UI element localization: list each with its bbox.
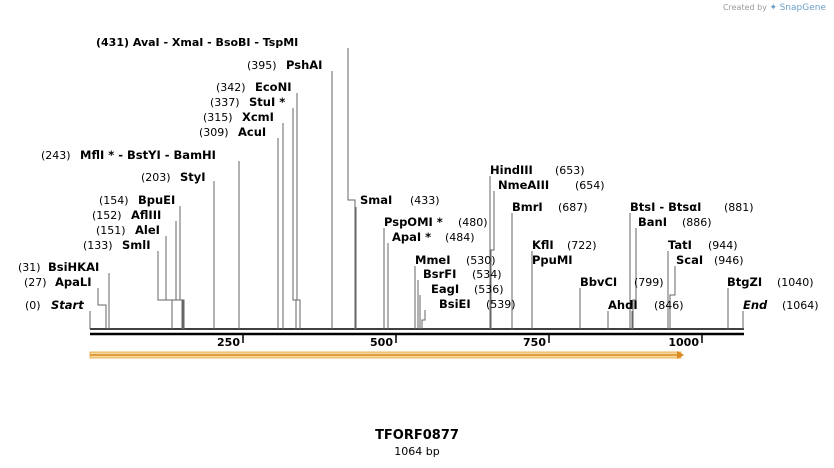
cut-line-bsiei xyxy=(421,310,426,329)
site-pos-722: (722) xyxy=(567,239,597,252)
site-pos-530: (530) xyxy=(466,254,496,267)
branding-created-by: Created by xyxy=(722,3,767,12)
site-pos-944: (944) xyxy=(708,239,738,252)
site-label-ahdi[interactable]: AhdI xyxy=(608,298,638,312)
start-pos: (0) xyxy=(25,299,41,312)
site-pos-484: (484) xyxy=(445,231,475,244)
site-label-hindiii[interactable]: HindIII xyxy=(490,163,533,177)
site-label-bmri[interactable]: BmrI xyxy=(512,200,543,214)
end-pos: (1064) xyxy=(782,299,819,312)
site-pos-534: (534) xyxy=(472,268,502,281)
site-label-mmei[interactable]: MmeI xyxy=(415,253,451,267)
ruler-tick-label: 750 xyxy=(523,336,546,349)
site-pos-151: (151) xyxy=(96,224,126,237)
site-label-bpuei[interactable]: BpuEI xyxy=(138,193,175,207)
site-pos-243: (243) xyxy=(41,149,71,162)
site-pos-881: (881) xyxy=(724,201,754,214)
cut-line-apali xyxy=(97,288,107,329)
site-pos-337: (337) xyxy=(210,96,240,109)
cut-line-econi xyxy=(296,93,301,329)
site-pos-653: (653) xyxy=(555,164,585,177)
site-pos-539: (539) xyxy=(486,298,516,311)
ruler-tick-label: 1000 xyxy=(668,336,699,349)
site-pos-342: (342) xyxy=(216,81,246,94)
site-label-bsiei[interactable]: BsiEI xyxy=(439,297,471,311)
site-label-stui[interactable]: StuI * xyxy=(249,95,285,109)
site-pos-799: (799) xyxy=(634,276,664,289)
site-pos-1040: (1040) xyxy=(777,276,814,289)
site-label-bsihkai[interactable]: BsiHKAI xyxy=(48,260,99,274)
site-pos-433: (433) xyxy=(410,194,440,207)
site-label-afliii[interactable]: AflIII xyxy=(131,208,161,222)
site-label-scai[interactable]: ScaI xyxy=(676,253,703,267)
site-pos-154: (154) xyxy=(99,194,129,207)
site-pos-309: (309) xyxy=(199,126,229,139)
site-label-smli[interactable]: SmlI xyxy=(122,238,151,252)
start-label: Start xyxy=(51,298,84,312)
site-label-apai[interactable]: ApaI * xyxy=(392,230,431,244)
site-label-apali[interactable]: ApaLI xyxy=(55,275,92,289)
orf-feature[interactable] xyxy=(89,351,684,359)
site-label-ppumi[interactable]: PpuMI xyxy=(532,253,573,267)
plasmid-length: 1064 bp xyxy=(394,445,440,458)
site-label-tati[interactable]: TatI xyxy=(668,238,692,252)
ruler-tick-label: 500 xyxy=(370,336,393,349)
site-label-eagi[interactable]: EagI xyxy=(431,282,459,296)
cut-line-alei xyxy=(165,236,183,329)
sequence-map: 250 500 750 1000 xyxy=(18,36,819,359)
site-label-bani[interactable]: BanI xyxy=(638,215,667,229)
cut-line-smli xyxy=(157,251,173,329)
site-label-kfli[interactable]: KflI xyxy=(532,238,554,252)
site-labels: (431) AvaI - XmaI - BsoBI - TspMI (395) … xyxy=(18,36,819,312)
site-label-styi[interactable]: StyI xyxy=(180,170,206,184)
ruler-tick-label: 250 xyxy=(217,336,240,349)
site-label-acui[interactable]: AcuI xyxy=(238,125,266,139)
site-pos-27: (27) xyxy=(24,276,47,289)
site-pos-395: (395) xyxy=(247,59,277,72)
cut-line-bani xyxy=(632,228,637,329)
end-label: End xyxy=(743,298,768,312)
site-label-btgzi[interactable]: BtgZI xyxy=(727,275,762,289)
snapgene-logo-icon: ✦ xyxy=(769,3,778,13)
site-label-pshai[interactable]: PshAI xyxy=(286,58,322,72)
site-pos-687: (687) xyxy=(558,201,588,214)
orf-feature-arrowhead-icon xyxy=(677,351,684,359)
plasmid-name: TFORF0877 xyxy=(375,428,459,443)
ruler: 250 500 750 1000 xyxy=(217,335,703,349)
site-pos-480: (480) xyxy=(458,216,488,229)
site-pos-846: (846) xyxy=(654,299,684,312)
site-label-pspomi[interactable]: PspOMI * xyxy=(384,215,443,229)
site-pos-946: (946) xyxy=(714,254,744,267)
cut-line-scai xyxy=(669,266,676,329)
branding-product: SnapGene xyxy=(779,3,826,13)
site-pos-315: (315) xyxy=(203,111,233,124)
site-pos-133: (133) xyxy=(83,239,113,252)
site-pos-431: (431) AvaI - XmaI - BsoBI - TspMI xyxy=(96,36,298,49)
cut-line-avai xyxy=(347,48,356,329)
site-pos-886: (886) xyxy=(682,216,712,229)
site-label-nmeaiii[interactable]: NmeAIII xyxy=(498,178,549,192)
site-pos-152: (152) xyxy=(92,209,122,222)
site-label-bbvci[interactable]: BbvCI xyxy=(580,275,617,289)
site-pos-654: (654) xyxy=(575,179,605,192)
cut-line-stui xyxy=(292,108,297,329)
site-label-xcmi[interactable]: XcmI xyxy=(242,110,274,124)
cut-line-nmeaiii xyxy=(490,191,495,329)
site-label-econi[interactable]: EcoNI xyxy=(255,80,291,94)
site-pos-203: (203) xyxy=(141,171,171,184)
site-label-btsi-btsai[interactable]: BtsI - BtsαI xyxy=(630,200,701,214)
site-label-mfli-bstyi-bamhi[interactable]: MflI * - BstYI - BamHI xyxy=(80,148,216,162)
branding: Created by ✦ SnapGene xyxy=(723,3,826,13)
site-pos-31: (31) xyxy=(18,261,41,274)
site-label-alei[interactable]: AleI xyxy=(135,223,160,237)
site-pos-536: (536) xyxy=(474,283,504,296)
site-label-smai[interactable]: SmaI xyxy=(360,193,392,207)
site-label-bsrfi[interactable]: BsrFI xyxy=(423,267,456,281)
cut-site-lines xyxy=(89,48,744,329)
site-label-avai-xmai-bsobi-tspmi[interactable]: (431) AvaI - XmaI - BsoBI - TspMI xyxy=(96,36,298,49)
